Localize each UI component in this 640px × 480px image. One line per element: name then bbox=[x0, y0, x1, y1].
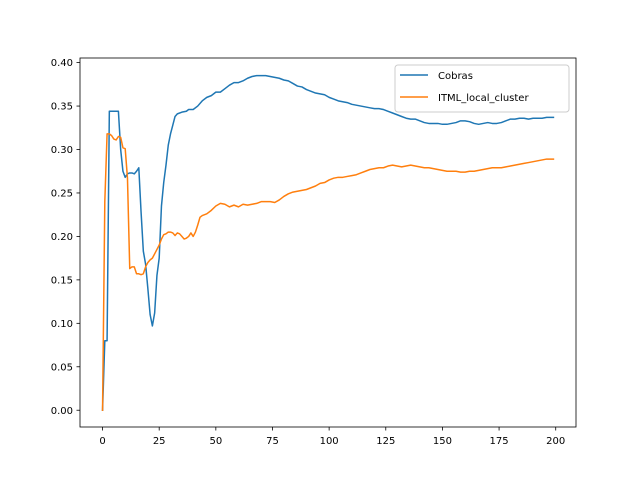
y-tick-label: 0.25 bbox=[51, 189, 73, 200]
y-tick-label: 0.10 bbox=[51, 319, 73, 330]
x-axis: 0 25 50 75 100 125 150 175 200 bbox=[99, 427, 565, 447]
x-tick-label: 75 bbox=[266, 436, 279, 447]
legend: Cobras ITML_local_cluster bbox=[394, 64, 570, 113]
y-tick-label: 0.00 bbox=[51, 406, 73, 417]
y-tick-label: 0.30 bbox=[51, 145, 73, 156]
y-tick-label: 0.15 bbox=[51, 275, 73, 286]
x-tick-label: 150 bbox=[433, 436, 452, 447]
series-line-cobras bbox=[101, 74, 555, 412]
x-tick-label: 50 bbox=[209, 436, 222, 447]
y-tick-label: 0.20 bbox=[51, 232, 73, 243]
series-line-itml-local-cluster bbox=[101, 133, 555, 411]
x-tick-label: 100 bbox=[320, 436, 339, 447]
plot-frame bbox=[79, 57, 577, 428]
y-tick-label: 0.40 bbox=[51, 58, 73, 69]
legend-label-itml-local-cluster: ITML_local_cluster bbox=[438, 93, 529, 104]
x-tick-label: 125 bbox=[376, 436, 395, 447]
y-tick-label: 0.05 bbox=[51, 362, 73, 373]
y-tick-label: 0.35 bbox=[51, 102, 73, 113]
plot-lines bbox=[101, 74, 555, 412]
x-tick-label: 0 bbox=[99, 436, 105, 447]
x-tick-label: 25 bbox=[153, 436, 166, 447]
y-axis: 0.00 0.05 0.10 0.15 0.20 0.25 0.30 0.35 0.40 bbox=[51, 58, 80, 417]
legend-label-cobras: Cobras bbox=[438, 71, 473, 82]
x-tick-label: 175 bbox=[490, 436, 509, 447]
legend-box bbox=[394, 64, 570, 113]
x-tick-label: 200 bbox=[546, 436, 565, 447]
